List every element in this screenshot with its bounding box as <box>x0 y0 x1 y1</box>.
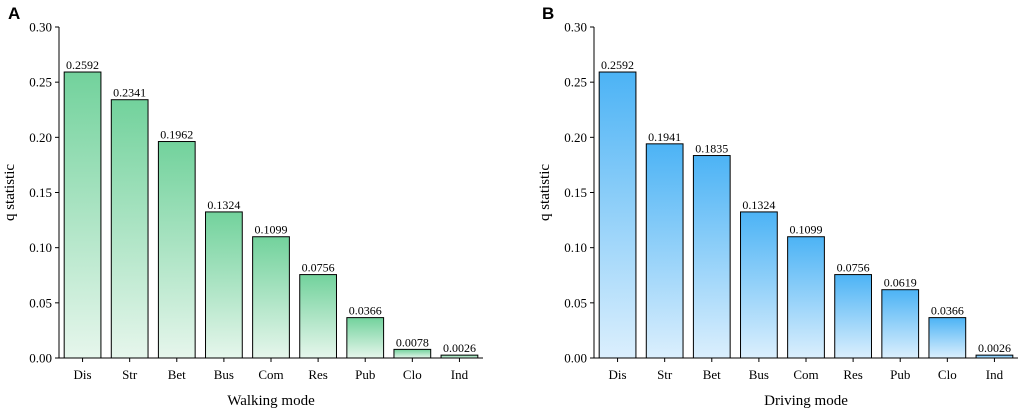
data-label: 0.0078 <box>396 335 429 349</box>
y-axis-title: q statistic <box>537 164 553 221</box>
x-tick-label: Bus <box>214 367 234 382</box>
bar-str <box>110 99 149 359</box>
x-tick-label: Res <box>843 367 863 382</box>
y-tick-label: 0.25 <box>564 75 587 90</box>
x-axis-title: Driving mode <box>764 393 848 409</box>
bar-clo <box>393 348 432 359</box>
bar-bet <box>157 141 196 359</box>
panel-letter: A <box>8 4 20 23</box>
bar-com <box>252 236 290 359</box>
bar-bus <box>205 211 243 359</box>
bar-pub <box>346 317 385 359</box>
panel-letter: B <box>542 4 554 23</box>
data-label: 0.0026 <box>443 341 476 355</box>
x-tick-label: Pub <box>890 367 910 382</box>
y-tick-label: 0.30 <box>564 20 587 35</box>
y-tick-label: 0.15 <box>564 185 587 200</box>
walking-mode-chart: A 0.2592 0.2341 0.1962 0.1324 0.1099 0.0756 0.0… <box>2 4 483 409</box>
data-label: 0.1324 <box>207 198 240 212</box>
data-label: 0.1099 <box>255 223 288 237</box>
bar-dis <box>598 71 637 359</box>
x-axis-title: Walking mode <box>227 393 315 409</box>
y-tick-label: 0.20 <box>29 130 52 145</box>
x-tick-label: Bet <box>168 367 186 382</box>
bar-clo <box>928 317 967 359</box>
data-label: 0.0619 <box>884 276 917 290</box>
x-tick-label: Res <box>308 367 328 382</box>
data-label: 0.0756 <box>837 261 870 275</box>
x-tick-label: Com <box>258 367 283 382</box>
x-tick-label: Str <box>122 367 138 382</box>
data-label: 0.2592 <box>66 58 99 72</box>
x-tick-label: Clo <box>938 367 957 382</box>
y-tick-label: 0.00 <box>564 351 587 366</box>
data-label: 0.0756 <box>302 261 335 275</box>
data-label: 0.1324 <box>742 198 775 212</box>
x-tick-label: Dis <box>74 367 92 382</box>
bar-str <box>645 143 684 359</box>
x-tick-label: Bet <box>703 367 721 382</box>
y-tick-label: 0.05 <box>564 295 587 310</box>
data-label: 0.0366 <box>349 304 382 318</box>
data-label: 0.2592 <box>601 58 634 72</box>
x-tick-label: Ind <box>986 367 1004 382</box>
y-axis-title: q statistic <box>2 164 18 221</box>
x-tick-label: Com <box>793 367 818 382</box>
x-tick-label: Pub <box>355 367 375 382</box>
driving-mode-chart: B 0.2592 0.1941 0.1835 0.1324 0.1099 0.0756 0.0… <box>537 4 1018 409</box>
bar-bet <box>692 155 731 359</box>
x-tick-label: Dis <box>609 367 627 382</box>
y-tick-label: 0.05 <box>29 295 52 310</box>
bar-bus <box>740 211 778 359</box>
data-label: 0.1835 <box>695 142 728 156</box>
data-label: 0.2341 <box>113 86 146 100</box>
bar-dis <box>63 71 102 359</box>
data-label: 0.0366 <box>931 304 964 318</box>
x-tick-label: Ind <box>451 367 469 382</box>
bar-pub <box>881 289 920 359</box>
y-tick-label: 0.30 <box>29 20 52 35</box>
data-label: 0.0026 <box>978 341 1011 355</box>
y-tick-label: 0.20 <box>564 130 587 145</box>
x-tick-label: Bus <box>749 367 769 382</box>
data-label: 0.1941 <box>648 130 681 144</box>
data-label: 0.1099 <box>790 223 823 237</box>
y-tick-label: 0.15 <box>29 185 52 200</box>
y-tick-label: 0.10 <box>29 240 52 255</box>
y-tick-label: 0.10 <box>564 240 587 255</box>
bar-com <box>787 236 825 359</box>
y-tick-label: 0.25 <box>29 75 52 90</box>
y-tick-label: 0.00 <box>29 351 52 366</box>
data-label: 0.1962 <box>160 128 193 142</box>
bar-res <box>299 274 337 359</box>
x-tick-label: Str <box>657 367 673 382</box>
x-tick-label: Clo <box>403 367 422 382</box>
bar-res <box>834 274 872 359</box>
